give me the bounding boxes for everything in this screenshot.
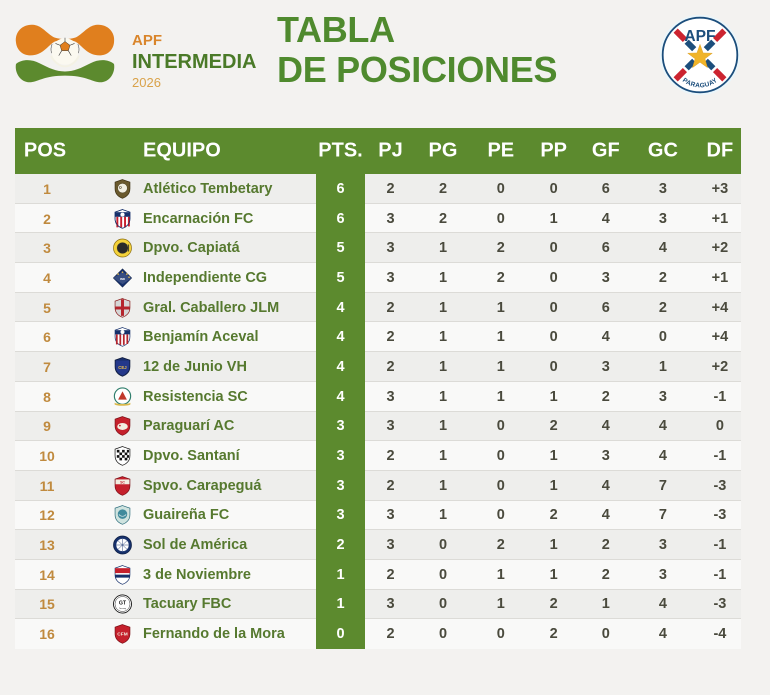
svg-text:APF: APF <box>684 28 715 45</box>
svg-text:GT: GT <box>119 601 127 607</box>
svg-text:CFM: CFM <box>117 631 127 637</box>
svg-text:Tacuary: Tacuary <box>119 608 126 610</box>
svg-text:SC: SC <box>120 480 125 484</box>
svg-text:CEJ: CEJ <box>118 365 127 370</box>
svg-text:IND: IND <box>120 277 126 281</box>
